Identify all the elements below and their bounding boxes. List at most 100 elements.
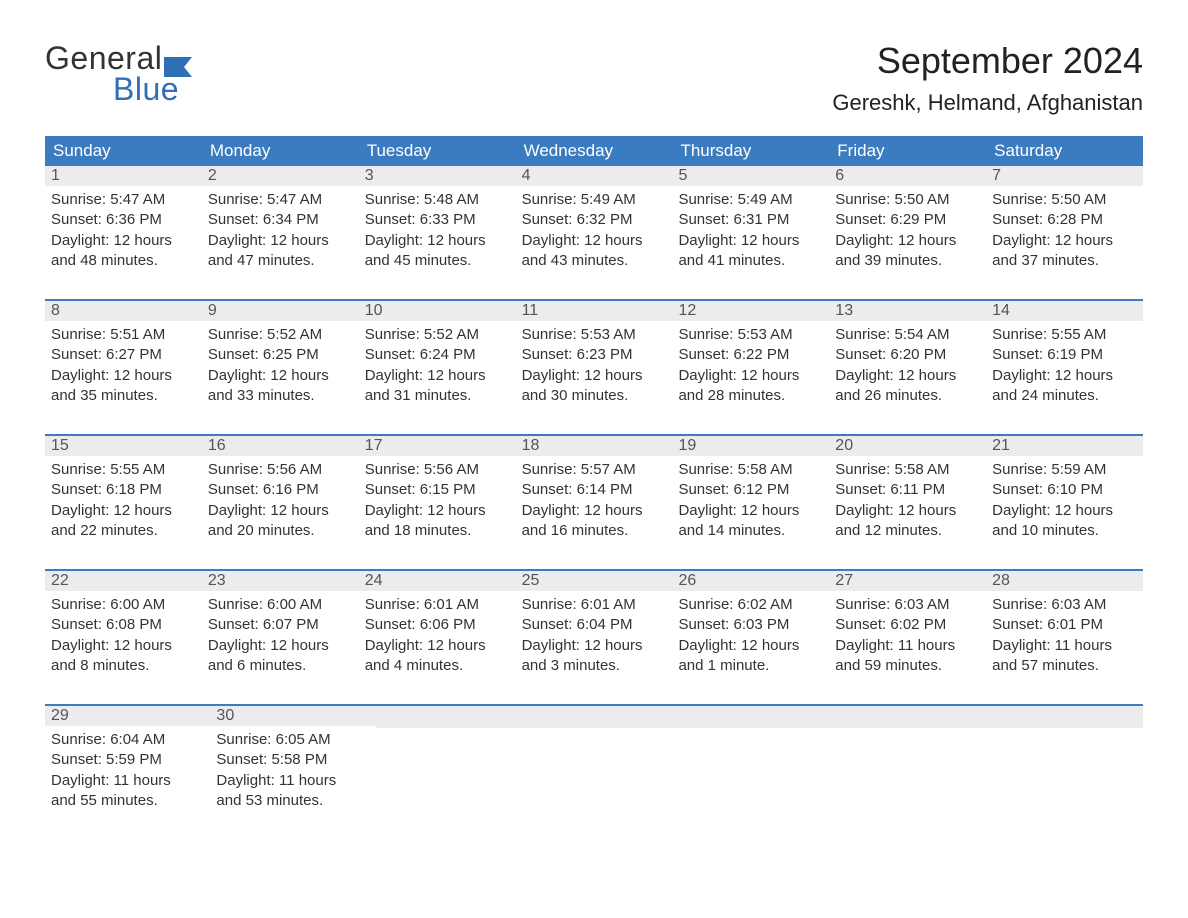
day-info-line: and 28 minutes.	[678, 386, 823, 406]
day-number: 30	[216, 707, 234, 724]
day-number: 17	[365, 437, 383, 454]
day-info-line: Sunrise: 5:52 AM	[208, 325, 353, 345]
day-number-bar: 9	[202, 301, 359, 321]
empty-day-cell	[683, 706, 836, 817]
day-header: Friday	[829, 136, 986, 166]
day-info-line: Sunrise: 6:04 AM	[51, 730, 204, 750]
day-info-line: Daylight: 11 hours	[835, 636, 980, 656]
day-info-line: Sunset: 6:14 PM	[522, 480, 667, 500]
day-info-line: Sunset: 6:23 PM	[522, 345, 667, 365]
day-info-line: Daylight: 12 hours	[522, 366, 667, 386]
day-info-line: Sunset: 6:18 PM	[51, 480, 196, 500]
day-number-bar: 8	[45, 301, 202, 321]
day-number: 7	[992, 167, 1001, 184]
day-info-line: Daylight: 12 hours	[365, 501, 510, 521]
logo-text-bottom: Blue	[113, 71, 192, 108]
day-info-line: Sunrise: 5:53 AM	[678, 325, 823, 345]
day-info-line: Daylight: 12 hours	[835, 366, 980, 386]
day-info-line: and 41 minutes.	[678, 251, 823, 271]
day-number-bar: 12	[672, 301, 829, 321]
day-info-line: and 33 minutes.	[208, 386, 353, 406]
day-info-line: Sunset: 6:32 PM	[522, 210, 667, 230]
day-info-line: Daylight: 12 hours	[678, 636, 823, 656]
day-info-line: Daylight: 12 hours	[208, 636, 353, 656]
day-info-line: Daylight: 12 hours	[992, 501, 1137, 521]
calendar: SundayMondayTuesdayWednesdayThursdayFrid…	[45, 136, 1143, 817]
day-number-bar: 30	[210, 706, 375, 726]
day-number: 25	[522, 572, 540, 589]
day-number: 8	[51, 302, 60, 319]
empty-day-bar	[836, 706, 989, 728]
day-info-line: Daylight: 12 hours	[835, 231, 980, 251]
day-number: 6	[835, 167, 844, 184]
day-info-line: Sunset: 6:27 PM	[51, 345, 196, 365]
day-number-bar: 29	[45, 706, 210, 726]
day-info-line: Sunset: 6:31 PM	[678, 210, 823, 230]
day-cell: 15Sunrise: 5:55 AMSunset: 6:18 PMDayligh…	[45, 436, 202, 547]
day-info-line: Sunrise: 5:53 AM	[522, 325, 667, 345]
day-info-line: Sunset: 6:15 PM	[365, 480, 510, 500]
location-text: Gereshk, Helmand, Afghanistan	[832, 90, 1143, 116]
day-cell: 16Sunrise: 5:56 AMSunset: 6:16 PMDayligh…	[202, 436, 359, 547]
day-number: 9	[208, 302, 217, 319]
day-info-line: Sunset: 6:28 PM	[992, 210, 1137, 230]
day-info-line: Sunrise: 5:49 AM	[522, 190, 667, 210]
day-info-line: Daylight: 12 hours	[522, 231, 667, 251]
day-number-bar: 18	[516, 436, 673, 456]
day-info-line: Sunset: 6:20 PM	[835, 345, 980, 365]
empty-day-cell	[376, 706, 529, 817]
day-number-bar: 6	[829, 166, 986, 186]
day-info-line: Sunrise: 5:50 AM	[835, 190, 980, 210]
week-spacer	[45, 547, 1143, 569]
day-info-line: Daylight: 12 hours	[208, 366, 353, 386]
day-number: 21	[992, 437, 1010, 454]
day-info-line: and 10 minutes.	[992, 521, 1137, 541]
day-number-bar: 4	[516, 166, 673, 186]
week-spacer	[45, 277, 1143, 299]
day-info-line: Sunset: 6:10 PM	[992, 480, 1137, 500]
day-info-line: and 30 minutes.	[522, 386, 667, 406]
day-cell: 22Sunrise: 6:00 AMSunset: 6:08 PMDayligh…	[45, 571, 202, 682]
day-info-line: Daylight: 12 hours	[51, 636, 196, 656]
day-info-line: Sunrise: 5:56 AM	[365, 460, 510, 480]
day-number: 3	[365, 167, 374, 184]
day-number: 13	[835, 302, 853, 319]
day-info-line: Daylight: 12 hours	[678, 366, 823, 386]
day-info-line: Daylight: 12 hours	[678, 501, 823, 521]
day-number-bar: 19	[672, 436, 829, 456]
day-number: 23	[208, 572, 226, 589]
day-header: Thursday	[672, 136, 829, 166]
day-number: 15	[51, 437, 69, 454]
day-info-line: Daylight: 12 hours	[208, 501, 353, 521]
day-header-row: SundayMondayTuesdayWednesdayThursdayFrid…	[45, 136, 1143, 166]
day-info-line: and 18 minutes.	[365, 521, 510, 541]
day-info-line: and 43 minutes.	[522, 251, 667, 271]
day-info-line: Sunrise: 6:03 AM	[835, 595, 980, 615]
day-info-line: Daylight: 12 hours	[992, 231, 1137, 251]
day-info-line: Daylight: 12 hours	[992, 366, 1137, 386]
day-info-line: Sunrise: 6:01 AM	[365, 595, 510, 615]
week-row: 8Sunrise: 5:51 AMSunset: 6:27 PMDaylight…	[45, 299, 1143, 412]
logo: General Blue	[45, 40, 192, 108]
day-info-line: Sunrise: 5:58 AM	[835, 460, 980, 480]
day-info-line: Sunrise: 5:58 AM	[678, 460, 823, 480]
day-info-line: Sunrise: 5:47 AM	[208, 190, 353, 210]
day-info-line: and 16 minutes.	[522, 521, 667, 541]
day-info-line: Sunset: 6:02 PM	[835, 615, 980, 635]
day-number: 16	[208, 437, 226, 454]
day-cell: 3Sunrise: 5:48 AMSunset: 6:33 PMDaylight…	[359, 166, 516, 277]
day-cell: 27Sunrise: 6:03 AMSunset: 6:02 PMDayligh…	[829, 571, 986, 682]
day-number-bar: 16	[202, 436, 359, 456]
day-info-line: Sunset: 6:07 PM	[208, 615, 353, 635]
week-row: 22Sunrise: 6:00 AMSunset: 6:08 PMDayligh…	[45, 569, 1143, 682]
day-cell: 26Sunrise: 6:02 AMSunset: 6:03 PMDayligh…	[672, 571, 829, 682]
day-cell: 28Sunrise: 6:03 AMSunset: 6:01 PMDayligh…	[986, 571, 1143, 682]
day-number-bar: 28	[986, 571, 1143, 591]
day-number: 29	[51, 707, 69, 724]
day-cell: 29Sunrise: 6:04 AMSunset: 5:59 PMDayligh…	[45, 706, 210, 817]
day-info-line: and 12 minutes.	[835, 521, 980, 541]
day-info-line: and 24 minutes.	[992, 386, 1137, 406]
day-header: Sunday	[45, 136, 202, 166]
day-info-line: Sunrise: 6:03 AM	[992, 595, 1137, 615]
day-number-bar: 21	[986, 436, 1143, 456]
